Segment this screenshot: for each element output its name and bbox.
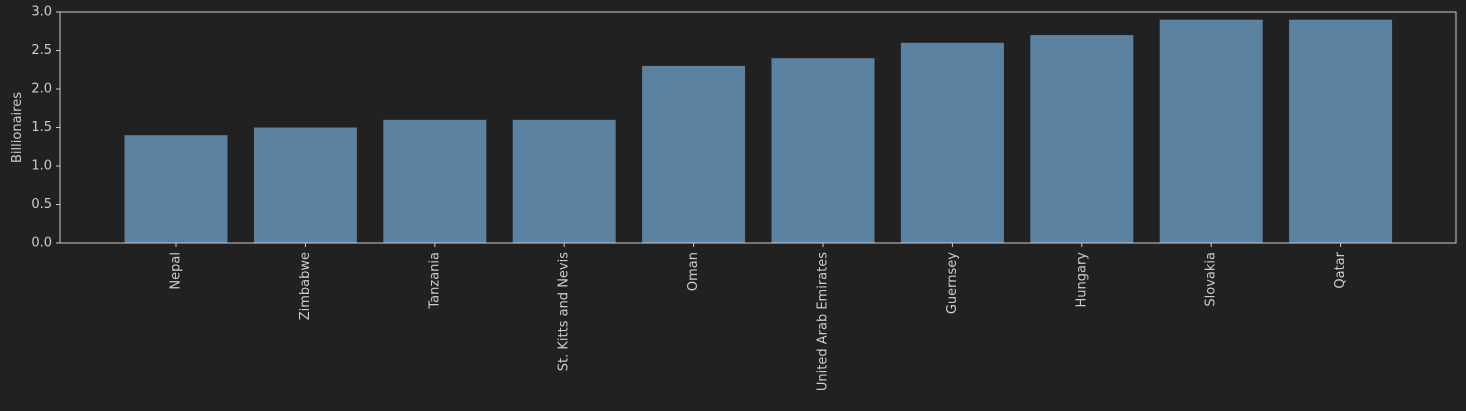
y-tick-label: 2.0 bbox=[31, 82, 52, 97]
bar-qatar bbox=[1289, 19, 1393, 244]
x-tick-label: United Arab Emirates bbox=[816, 252, 831, 391]
y-tick-label: 0.5 bbox=[31, 197, 52, 212]
bar-guernsey bbox=[900, 42, 1004, 243]
x-tick-label: Hungary bbox=[1074, 252, 1089, 308]
x-tick-label: Qatar bbox=[1333, 251, 1348, 288]
y-tick-label: 1.0 bbox=[31, 159, 52, 174]
y-axis: 0.0 0.5 1.0 1.5 2.0 2.5 3.0 bbox=[31, 5, 60, 251]
bar-tanzania bbox=[383, 119, 487, 243]
bar-st-kitts-and-nevis bbox=[512, 119, 616, 243]
x-tick-label: Oman bbox=[686, 252, 701, 291]
x-axis: Nepal Zimbabwe Tanzania St. Kitts and Nevis… bbox=[169, 243, 1348, 391]
x-tick-label: Zimbabwe bbox=[298, 252, 313, 320]
x-tick-label: Guernsey bbox=[945, 252, 960, 314]
bars-group bbox=[124, 19, 1393, 244]
bar-slovakia bbox=[1159, 19, 1263, 244]
x-tick-label: Tanzania bbox=[427, 252, 442, 310]
bar-nepal bbox=[124, 135, 228, 243]
x-tick-label: St. Kitts and Nevis bbox=[557, 252, 572, 371]
bar-oman bbox=[642, 65, 746, 244]
y-tick-label: 0.0 bbox=[31, 236, 52, 251]
bar-united-arab-emirates bbox=[771, 58, 875, 244]
y-tick-label: 2.5 bbox=[31, 43, 52, 58]
bar-zimbabwe bbox=[253, 127, 357, 243]
bar-hungary bbox=[1030, 35, 1134, 243]
y-tick-label: 3.0 bbox=[31, 5, 52, 20]
x-tick-label: Slovakia bbox=[1204, 252, 1219, 307]
x-tick-label: Nepal bbox=[169, 252, 184, 290]
y-tick-label: 1.5 bbox=[31, 120, 52, 135]
y-axis-label: Billionaires bbox=[10, 92, 25, 163]
